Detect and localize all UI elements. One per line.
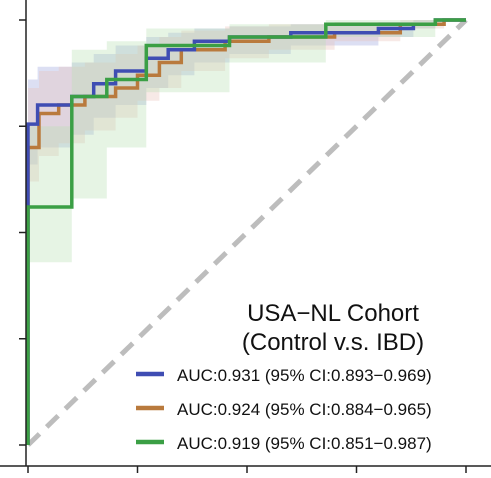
chance-diagonal-line xyxy=(26,18,468,447)
legend-label-1: AUC:0.931 (95% CI:0.893−0.969) xyxy=(177,366,432,385)
legend-label-3: AUC:0.919 (95% CI:0.851−0.987) xyxy=(177,434,432,453)
legend-label-2: AUC:0.924 (95% CI:0.884−0.965) xyxy=(177,400,432,419)
legend: USA−NL Cohort (Control v.s. IBD) AUC:0.9… xyxy=(136,300,432,453)
ci-bands-layer xyxy=(28,20,466,445)
ci-band-3 xyxy=(28,20,466,445)
diagonal-layer xyxy=(26,18,468,447)
legend-subtitle: (Control v.s. IBD) xyxy=(242,329,424,356)
ci-band-1 xyxy=(28,20,466,445)
roc-line-3 xyxy=(26,18,466,445)
legend-title: USA−NL Cohort xyxy=(247,300,419,327)
roc-lines-layer xyxy=(26,18,466,445)
